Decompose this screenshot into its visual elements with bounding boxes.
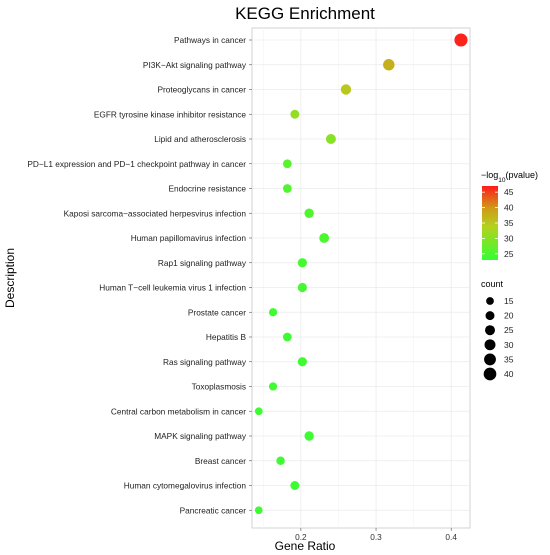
data-point <box>297 357 307 367</box>
size-legend-dot <box>484 353 496 366</box>
data-point <box>340 84 352 95</box>
data-point <box>290 109 300 119</box>
color-bar-ticks: 45 40 35 30 25 <box>482 187 514 259</box>
size-legend-dot <box>483 367 497 381</box>
size-legend-label: 20 <box>504 311 514 321</box>
chart-title: KEGG Enrichment <box>235 4 375 23</box>
data-point <box>325 134 336 144</box>
category-label: MAPK signaling pathway <box>154 431 247 441</box>
category-label: Lipid and atherosclerosis <box>154 134 246 144</box>
size-legend-dot <box>484 339 496 351</box>
color-tick-label: 25 <box>504 249 514 259</box>
data-point <box>454 33 468 47</box>
category-label: Proteoglycans in cancer <box>157 85 246 95</box>
data-point <box>282 159 292 169</box>
data-point <box>254 506 263 515</box>
color-legend: −log10(pvalue) 45 40 35 30 25 <box>481 170 538 260</box>
category-label: Human papillomavirus infection <box>131 233 247 243</box>
x-tick-label: 0.3 <box>370 532 382 542</box>
category-labels: Pathways in cancer PI3K−Akt signaling pat… <box>27 35 252 515</box>
data-point <box>297 258 307 268</box>
x-tick-label: 0.4 <box>445 532 457 542</box>
size-legend-label: 15 <box>504 296 514 306</box>
data-point <box>319 233 330 243</box>
color-tick-label: 30 <box>504 233 514 243</box>
category-label: Breast cancer <box>195 456 246 466</box>
size-legend: count 15 20 25 30 35 40 <box>481 279 514 381</box>
color-tick-label: 35 <box>504 218 514 228</box>
x-axis-ticks: 0.2 0.3 0.4 <box>295 528 457 542</box>
data-point <box>304 431 314 441</box>
color-legend-title: −log10(pvalue) <box>481 170 538 184</box>
size-legend-label: 30 <box>504 340 514 350</box>
size-legend-label: 35 <box>504 354 514 364</box>
category-label: Pathways in cancer <box>174 35 246 45</box>
data-point <box>268 382 278 391</box>
data-point <box>276 456 285 465</box>
data-point <box>268 308 278 317</box>
plot-panel <box>251 27 471 529</box>
category-label: EGFR tyrosine kinase inhibitor resistanc… <box>94 109 247 119</box>
category-label: Human T−cell leukemia virus 1 infection <box>99 283 246 293</box>
color-bar <box>482 186 498 260</box>
size-legend-dot <box>486 297 494 305</box>
data-point <box>282 184 292 193</box>
category-label: Central carbon metabolism in cancer <box>111 406 246 416</box>
data-point <box>254 407 263 416</box>
category-label: Rap1 signaling pathway <box>158 258 247 268</box>
data-point <box>304 208 314 218</box>
size-legend-dot <box>485 325 495 336</box>
size-legend-label: 40 <box>504 369 514 379</box>
x-axis-label: Gene Ratio <box>275 539 336 553</box>
size-legend-label: 25 <box>504 325 514 335</box>
color-tick-label: 45 <box>504 187 514 197</box>
color-tick-label: 40 <box>504 203 514 213</box>
category-label: Endocrine resistance <box>169 184 247 194</box>
size-legend-title: count <box>481 279 504 289</box>
data-point <box>383 59 395 71</box>
category-label: Kaposi sarcoma−associated herpesvirus in… <box>64 208 247 218</box>
category-label: Hepatitis B <box>206 332 247 342</box>
category-label: Toxoplasmosis <box>192 382 246 392</box>
category-label: Pancreatic cancer <box>180 505 247 515</box>
category-label: Ras signaling pathway <box>163 357 247 367</box>
y-axis-label: Description <box>3 248 17 308</box>
size-legend-items: 15 20 25 30 35 40 <box>483 296 514 381</box>
data-point <box>290 481 300 490</box>
category-label: Human cytomegalovirus infection <box>124 481 247 491</box>
category-label: PD−L1 expression and PD−1 checkpoint pat… <box>27 159 246 169</box>
category-label: Prostate cancer <box>188 307 246 317</box>
data-point <box>297 282 307 293</box>
data-points <box>254 33 468 515</box>
x-tick-label: 0.2 <box>295 532 307 542</box>
size-legend-dot <box>485 311 495 321</box>
data-point <box>282 332 292 342</box>
category-label: PI3K−Akt signaling pathway <box>143 60 247 70</box>
